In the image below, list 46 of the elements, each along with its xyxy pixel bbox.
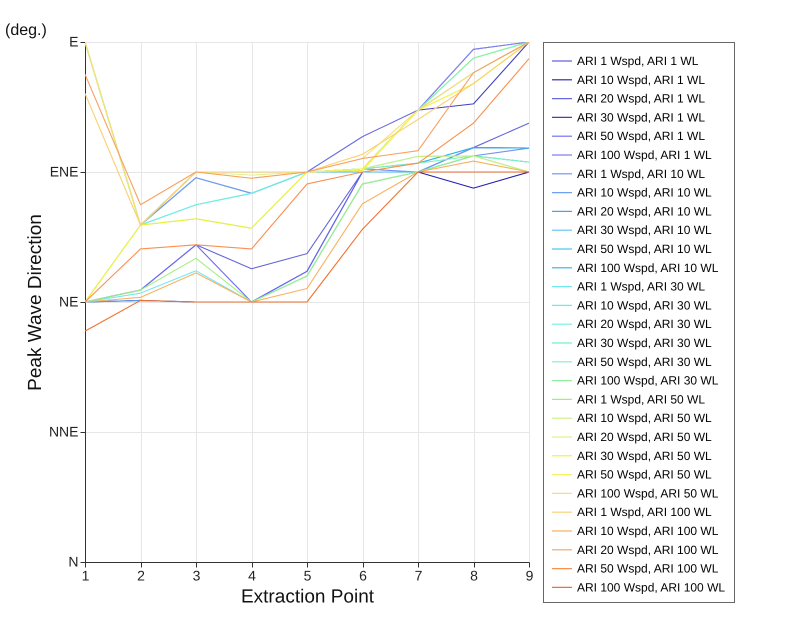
legend-label: ARI 50 Wspd, ARI 1 WL bbox=[577, 129, 706, 144]
legend-label: ARI 1 Wspd, ARI 100 WL bbox=[577, 505, 712, 520]
x-tick-label: 1 bbox=[82, 568, 90, 584]
legend-label: ARI 1 Wspd, ARI 30 WL bbox=[577, 280, 706, 294]
legend-label: ARI 30 Wspd, ARI 10 WL bbox=[577, 223, 712, 238]
legend-label: ARI 20 Wspd, ARI 30 WL bbox=[577, 317, 712, 332]
legend-label: ARI 30 Wspd, ARI 1 WL bbox=[577, 110, 706, 124]
x-tick-label: 3 bbox=[192, 568, 201, 584]
legend-label: ARI 10 Wspd, ARI 50 WL bbox=[577, 411, 712, 426]
x-tick-label: 9 bbox=[526, 568, 534, 584]
text: (deg.) bbox=[5, 22, 47, 39]
legend-label: ARI 100 Wspd, ARI 10 WL bbox=[577, 260, 719, 275]
x-tick-label: 8 bbox=[470, 568, 478, 584]
legend-label: ARI 100 Wspd, ARI 50 WL bbox=[577, 486, 719, 500]
legend-label: ARI 20 Wspd, ARI 100 WL bbox=[577, 542, 719, 557]
legend-label: ARI 10 Wspd, ARI 1 WL bbox=[577, 72, 706, 87]
text: N bbox=[68, 554, 78, 570]
legend-label: ARI 20 Wspd, ARI 10 WL bbox=[577, 204, 712, 218]
legend-label: ARI 10 Wspd, ARI 30 WL bbox=[577, 298, 712, 312]
text: E bbox=[69, 34, 78, 50]
x-tick-label: 5 bbox=[304, 568, 312, 584]
x-axis-title: Extraction Point bbox=[240, 586, 375, 608]
text: NNE bbox=[48, 424, 78, 440]
legend-label: ARI 30 Wspd, ARI 50 WL bbox=[577, 448, 712, 463]
legend-label: ARI 1 Wspd, ARI 10 WL bbox=[577, 166, 706, 181]
legend-label: ARI 50 Wspd, ARI 100 WL bbox=[577, 562, 719, 576]
legend-label: ARI 100 Wspd, ARI 100 WL bbox=[577, 580, 726, 594]
text: NE bbox=[59, 294, 78, 310]
legend-label: ARI 30 Wspd, ARI 30 WL bbox=[577, 336, 712, 350]
x-tick-label: 4 bbox=[248, 568, 256, 584]
legend-label: ARI 1 Wspd, ARI 50 WL bbox=[577, 392, 706, 406]
x-tick-label: 7 bbox=[414, 568, 423, 584]
x-tick-label: 6 bbox=[359, 568, 368, 584]
text: ENE bbox=[50, 164, 78, 180]
x-tick-label: 2 bbox=[137, 568, 146, 584]
legend-label: ARI 20 Wspd, ARI 1 WL bbox=[577, 92, 706, 106]
legend-label: ARI 10 Wspd, ARI 100 WL bbox=[577, 524, 719, 538]
legend-label: ARI 50 Wspd, ARI 30 WL bbox=[577, 354, 712, 369]
legend-label: ARI 50 Wspd, ARI 50 WL bbox=[577, 468, 712, 482]
legend-label: ARI 1 Wspd, ARI 1 WL bbox=[577, 54, 699, 68]
legend-label: ARI 100 Wspd, ARI 1 WL bbox=[577, 148, 712, 162]
y-axis-title: Peak Wave Direction bbox=[24, 214, 46, 391]
legend-label: ARI 10 Wspd, ARI 10 WL bbox=[577, 186, 712, 200]
legend-label: ARI 50 Wspd, ARI 10 WL bbox=[577, 242, 712, 256]
legend-label: ARI 100 Wspd, ARI 30 WL bbox=[577, 374, 719, 388]
legend-label: ARI 20 Wspd, ARI 50 WL bbox=[577, 430, 712, 444]
